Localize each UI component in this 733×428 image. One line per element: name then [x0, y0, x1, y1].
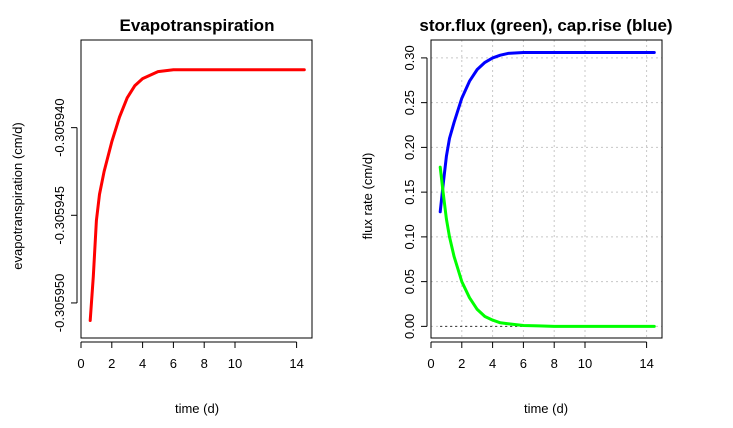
y-tick-label: -0.305940 — [52, 98, 67, 157]
x-tick-label: 6 — [170, 356, 177, 371]
y-tick-label: 0.25 — [402, 90, 417, 115]
flux-panel: stor.flux (green), cap.rise (blue) time … — [360, 16, 673, 416]
x-tick-label: 8 — [201, 356, 208, 371]
x-tick-label: 14 — [639, 356, 653, 371]
y-tick-label: 0.00 — [402, 314, 417, 339]
x-axis-label: time (d) — [175, 401, 219, 416]
y-tick-label: -0.305945 — [52, 186, 67, 245]
x-tick-label: 4 — [139, 356, 146, 371]
x-tick-label: 6 — [520, 356, 527, 371]
plot-frame — [430, 39, 663, 339]
x-tick-label: 0 — [77, 356, 84, 371]
x-tick-label: 4 — [489, 356, 496, 371]
x-tick-label: 2 — [108, 356, 115, 371]
panel-title: Evapotranspiration — [120, 16, 275, 35]
y-tick-label: 0.30 — [402, 45, 417, 70]
plot-area: 0 2 4 6 8 10 14 0.00 0.05 0.10 0.15 0.20 0.25 0.30 — [402, 39, 663, 371]
plot-frame — [80, 39, 313, 339]
cap-rise-series-line — [438, 51, 656, 214]
plot-area: 0 2 4 6 8 10 14 -0.305950 -0.305945 -0.305940 — [52, 39, 313, 371]
stor-flux-series-line — [438, 165, 656, 328]
x-tick-label: 8 — [551, 356, 558, 371]
y-tick-label: -0.305950 — [52, 274, 67, 333]
y-axis-label: flux rate (cm/d) — [360, 153, 375, 240]
x-tick-label: 14 — [289, 356, 303, 371]
y-tick-label: 0.10 — [402, 224, 417, 249]
panel-title: stor.flux (green), cap.rise (blue) — [419, 16, 672, 35]
x-axis-label: time (d) — [524, 401, 568, 416]
y-tick-label: 0.15 — [402, 179, 417, 204]
evapotranspiration-series-line — [88, 68, 306, 322]
y-tick-label: 0.20 — [402, 135, 417, 160]
evapotranspiration-panel: Evapotranspiration time (d) evapotranspi… — [10, 16, 313, 416]
y-axis-label: evapotranspiration (cm/d) — [10, 122, 25, 269]
x-tick-label: 10 — [578, 356, 592, 371]
x-tick-label: 10 — [228, 356, 242, 371]
y-tick-label: 0.05 — [402, 269, 417, 294]
x-tick-label: 2 — [458, 356, 465, 371]
x-tick-label: 0 — [427, 356, 434, 371]
